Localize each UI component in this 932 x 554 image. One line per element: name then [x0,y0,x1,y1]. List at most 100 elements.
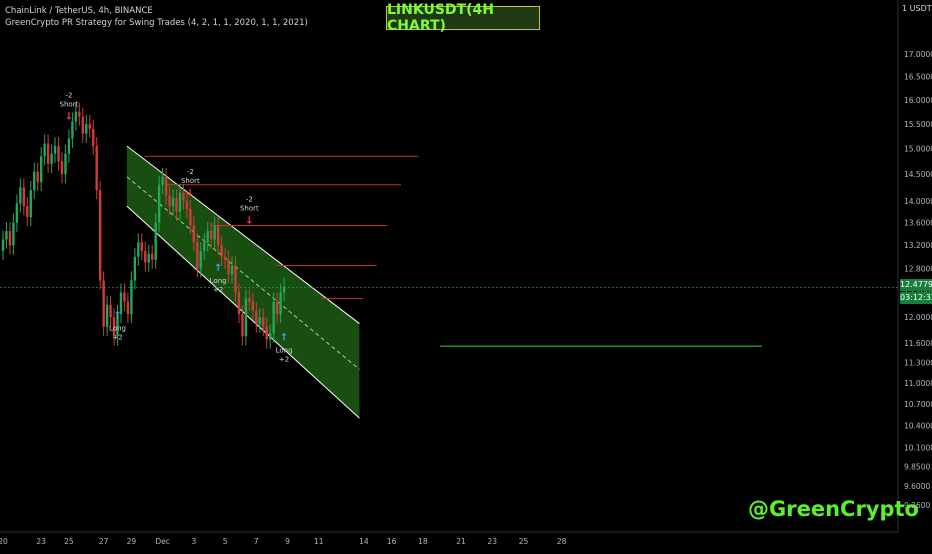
candle-body [171,198,175,207]
candle-body [78,111,81,117]
candle-body [88,123,91,129]
candle-body [60,161,64,175]
candle-body [116,314,119,337]
candle-body [185,200,189,209]
watermark: @GreenCrypto [748,497,919,521]
candle-body [248,298,251,302]
candle-body [81,116,85,134]
candle-body [210,231,213,240]
candle-body [265,326,268,340]
candle-body [151,253,154,260]
short-signal-label: Short [181,177,200,185]
symbol-info: ChainLink / TetherUS, 4h, BINANCE [5,6,153,16]
price-tick-label: 11.0000 [904,379,932,388]
long-signal-label: +2 [279,356,289,364]
candle-body [92,128,95,147]
candle-body [95,146,98,191]
candle-body [140,242,143,251]
candle-body [22,187,26,207]
time-tick-label: 23 [487,537,497,546]
price-tick-label: 11.3000 [904,359,932,368]
time-tick-label: 20 [0,537,8,546]
candle-body [279,292,282,315]
candle-body [123,292,126,302]
time-tick-label: 18 [418,537,428,546]
time-tick-label: 14 [359,537,369,546]
candle-body [227,259,230,275]
long-arrow-icon: ↑ [113,311,121,322]
candle-body [74,111,78,122]
short-signal-label: -2 [65,91,72,99]
candle-body [262,317,265,327]
candle-body [230,265,234,275]
candle-body [168,195,171,207]
candle-body [67,138,71,154]
candle-body [50,153,53,164]
long-arrow-icon: ↑ [214,263,222,274]
candle-body [112,317,116,337]
candle-body [8,231,12,246]
candle-body [182,192,185,201]
time-tick-label: 25 [519,537,529,546]
time-tick-label: 5 [223,537,228,546]
candle-body [241,314,244,337]
short-arrow-icon: ↓ [245,215,253,226]
short-arrow-icon: ↓ [186,188,194,199]
candle-body [268,333,272,340]
candle-body [157,184,161,223]
candle-body [196,242,199,269]
candle-body [53,146,57,154]
time-tick-label: 21 [456,537,466,546]
candle-body [64,153,67,175]
time-tick-label: 27 [99,537,109,546]
candle-body [5,231,8,240]
currency-unit-label: USDT [909,4,932,13]
candle-body [1,239,5,251]
candle-body [144,250,147,263]
price-tick-label: 12.8000 [904,264,932,273]
candle-body [237,292,241,315]
candle-body [29,190,32,218]
candle-body [147,253,150,263]
candle-body [98,190,102,281]
channel-mid-line [126,176,360,370]
price-tick-label: 14.5000 [904,170,932,179]
candle-body [234,265,237,293]
time-tick-label: 11 [314,537,324,546]
price-tick-label: 16.5000 [904,73,932,82]
candle-body [46,143,50,164]
candle-body [102,280,105,327]
candle-body [282,286,286,293]
candle-body [57,146,60,162]
short-arrow-icon: ↓ [65,111,73,122]
time-tick-label: 23 [36,537,46,546]
time-tick-label: 7 [254,537,259,546]
candle-body [119,292,123,315]
short-signal-label: Short [60,100,79,108]
time-tick-label: 28 [557,537,567,546]
price-tick-label: 9.3600 [904,501,930,510]
candle-body [109,304,112,318]
currency-unit[interactable]: 1 USDT [902,4,932,13]
price-tick-label: 10.4000 [904,421,932,430]
price-tick-label: 12.0000 [904,313,932,322]
candle-body [199,250,202,269]
current-price-label: 12.4779 [900,279,932,291]
long-signal-label: +2 [112,334,122,342]
long-signal-label: Long [109,325,126,333]
candle-body [161,176,164,185]
time-tick-label: Dec [155,537,170,546]
price-tick-label: 13.2000 [904,241,932,250]
candle-body [105,304,109,327]
long-arrow-icon: ↑ [280,333,288,344]
candle-body [85,123,88,134]
candle-body [12,222,15,246]
candle-countdown: 03:12:33 [900,292,932,304]
price-tick-label: 16.0000 [904,96,932,105]
candle-body [216,225,220,246]
candle-body [133,256,137,281]
price-tick-label: 10.1000 [904,443,932,452]
time-tick-label: 16 [387,537,397,546]
